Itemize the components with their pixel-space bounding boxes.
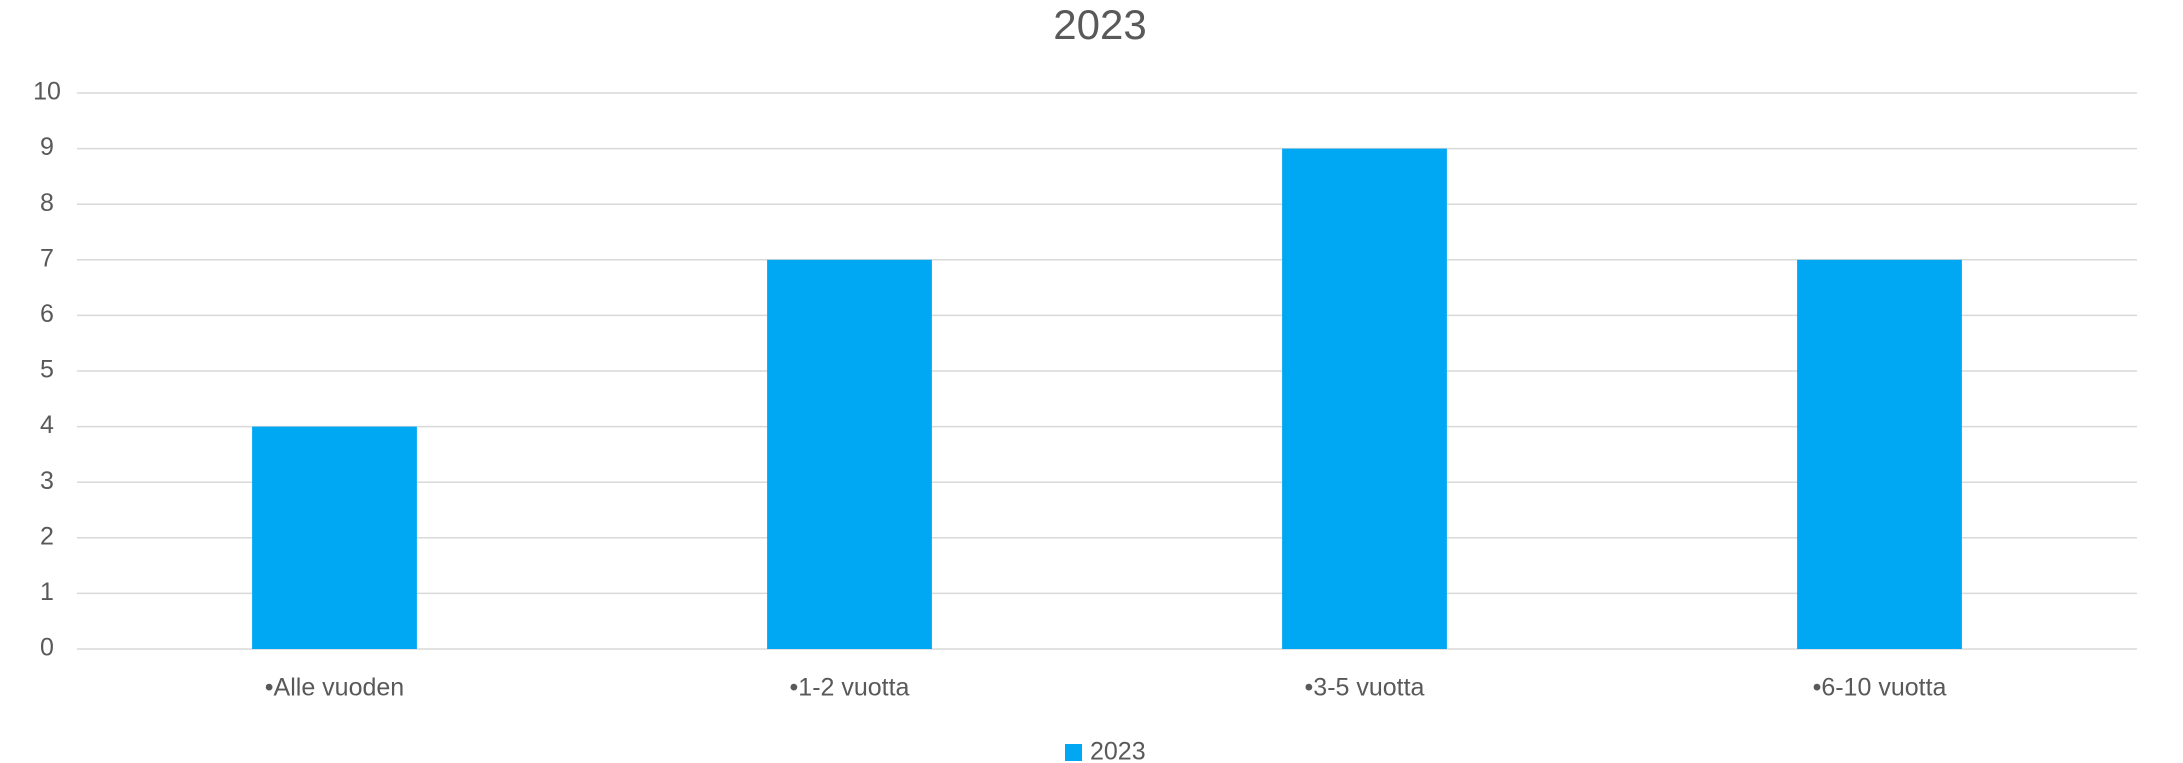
y-tick-label: 9 [40,133,54,161]
y-tick-label: 4 [40,411,54,439]
bar [1282,148,1447,649]
legend-swatch [1065,744,1082,761]
y-tick-label: 3 [40,467,54,495]
x-tick-label: •1-2 vuotta [790,674,910,702]
y-tick-label: 7 [40,244,54,272]
y-tick-label: 1 [40,578,54,606]
y-tick-label: 8 [40,189,54,217]
y-tick-label: 10 [33,78,61,106]
chart-title: 2023 [1053,1,1146,48]
legend-label: 2023 [1090,738,1146,763]
bar [252,426,417,649]
bar [1797,259,1962,649]
y-tick-label: 5 [40,356,54,384]
x-tick-label: •Alle vuoden [265,674,404,702]
x-tick-label: •3-5 vuotta [1305,674,1425,702]
bar [767,259,932,649]
x-tick-label: •6-10 vuotta [1813,674,1947,702]
y-tick-label: 6 [40,300,54,328]
y-tick-label: 0 [40,634,54,662]
y-tick-label: 2 [40,522,54,550]
